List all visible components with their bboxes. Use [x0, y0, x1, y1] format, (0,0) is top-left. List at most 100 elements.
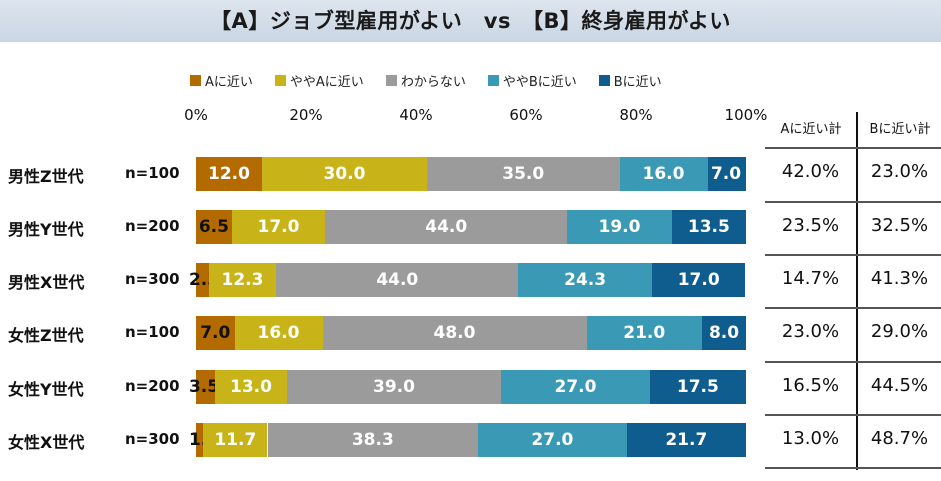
bar-segment-unknown	[325, 210, 568, 244]
bar-segment-B	[626, 423, 746, 457]
bar-segment-A	[196, 210, 232, 244]
bar-segment-unknown	[286, 370, 502, 404]
sample-size-label: n=100	[125, 164, 180, 182]
category-label: 女性Z世代	[8, 326, 84, 345]
legend-swatch	[598, 74, 610, 86]
data-label: 44.0	[376, 270, 419, 290]
bar-segment-B	[702, 316, 746, 350]
data-label: 17.0	[257, 217, 300, 237]
data-label: 38.3	[351, 430, 394, 450]
table-row-divider	[765, 414, 941, 416]
sample-size-label: n=200	[125, 217, 180, 235]
data-label: 11.7	[214, 430, 257, 450]
data-label: 7.0	[200, 323, 231, 343]
x-tick-label: 80%	[619, 106, 653, 124]
table-cell-a-total: 16.5%	[781, 375, 840, 396]
sample-size-label: n=300	[125, 270, 180, 288]
bar-segment-A	[196, 370, 216, 404]
table-row-divider	[765, 307, 941, 309]
table-cell-a-total: 23.0%	[781, 321, 840, 342]
bar-segment-B	[649, 370, 746, 404]
legend-item: ややBに近い	[487, 71, 577, 90]
table-header-b-total: Bに近い計	[869, 122, 931, 137]
bar-segment-B	[671, 210, 746, 244]
data-label: 21.7	[665, 430, 708, 450]
bar-segment-leanA	[231, 210, 326, 244]
bar-segment-unknown	[276, 263, 519, 297]
legend: Aに近い ややAに近い わからない ややBに近い Bに近い	[190, 70, 684, 90]
table-cell-b-total: 23.0%	[870, 161, 929, 182]
category-label: 男性X世代	[8, 273, 85, 292]
table-row-divider	[765, 467, 941, 469]
legend-label: ややBに近い	[502, 74, 577, 90]
bar-segment-A	[196, 423, 204, 457]
bar-segment-leanB	[567, 210, 672, 244]
data-label: 21.0	[623, 323, 666, 343]
chart-title: 【A】ジョブ型雇用がよい vs 【B】終身雇用がよい	[210, 9, 731, 33]
table-cell-b-total: 48.7%	[870, 428, 929, 449]
data-label: 27.0	[531, 430, 574, 450]
data-label: 12.0	[208, 164, 250, 184]
legend-label: Bに近い	[613, 74, 662, 90]
x-tick-label: 100%	[724, 106, 768, 124]
legend-swatch	[385, 74, 397, 86]
data-label: 19.0	[598, 217, 641, 237]
x-tick-label: 0%	[184, 106, 208, 124]
bar-segment-leanB	[518, 263, 652, 297]
bar-segment-leanB	[619, 157, 708, 191]
table-row-divider	[765, 201, 941, 203]
bar-segment-leanA	[215, 370, 287, 404]
legend-swatch	[190, 74, 201, 86]
data-label: 3.5	[188, 377, 220, 397]
data-label: 16.0	[642, 164, 685, 184]
bar-segment-B	[651, 263, 746, 297]
category-label: 男性Y世代	[8, 220, 84, 239]
bar-segment-leanB	[586, 316, 702, 350]
data-label: 16.0	[257, 323, 300, 343]
table-cell-a-total: 23.5%	[781, 215, 840, 236]
category-label: 男性Z世代	[8, 167, 84, 186]
data-label: 24.3	[564, 270, 607, 290]
data-label: 17.0	[677, 270, 720, 290]
sample-size-label: n=200	[125, 377, 180, 395]
bar-segment-leanA	[208, 263, 277, 297]
data-label: 13.5	[687, 217, 730, 237]
legend-item: わからない	[385, 71, 466, 90]
data-label: 13.0	[230, 377, 272, 397]
legend-label: Aに近い	[205, 74, 253, 90]
bar-segment-unknown	[427, 157, 620, 191]
table-row-divider	[765, 361, 941, 363]
table-divider	[856, 112, 858, 470]
data-label: 7.0	[710, 164, 742, 184]
legend-swatch	[487, 74, 499, 86]
table-cell-a-total: 13.0%	[781, 428, 840, 449]
legend-label: ややAに近い	[289, 74, 364, 90]
legend-item: ややAに近い	[274, 71, 364, 90]
table-row-divider	[765, 147, 941, 149]
bar-segment-leanA	[234, 316, 323, 350]
table-header-a-total: Aに近い計	[780, 122, 842, 137]
x-tick-label: 40%	[399, 106, 433, 124]
data-label: 44.0	[425, 217, 468, 237]
bar-segment-A	[196, 316, 235, 350]
table-cell-b-total: 44.5%	[870, 375, 929, 396]
data-label: 30.0	[323, 164, 366, 184]
bar-segment-A	[196, 157, 262, 191]
legend-item: Aに近い	[190, 71, 253, 90]
legend-label: わからない	[400, 74, 466, 90]
legend-swatch	[274, 74, 286, 86]
data-label: 35.0	[502, 164, 545, 184]
table-row-divider	[765, 254, 941, 256]
data-label: 48.0	[433, 323, 476, 343]
category-label: 女性Y世代	[8, 380, 84, 399]
bar-segment-leanB	[478, 423, 627, 457]
bar-segment-B	[707, 157, 746, 191]
data-label: 27.0	[554, 377, 597, 397]
bar-segment-A	[196, 263, 209, 297]
bar-segment-unknown	[322, 316, 587, 350]
table-cell-b-total: 29.0%	[870, 321, 929, 342]
x-tick-label: 60%	[509, 106, 543, 124]
bar-segment-leanA	[262, 157, 427, 191]
legend-item: Bに近い	[598, 71, 662, 90]
title-bar	[0, 0, 941, 42]
